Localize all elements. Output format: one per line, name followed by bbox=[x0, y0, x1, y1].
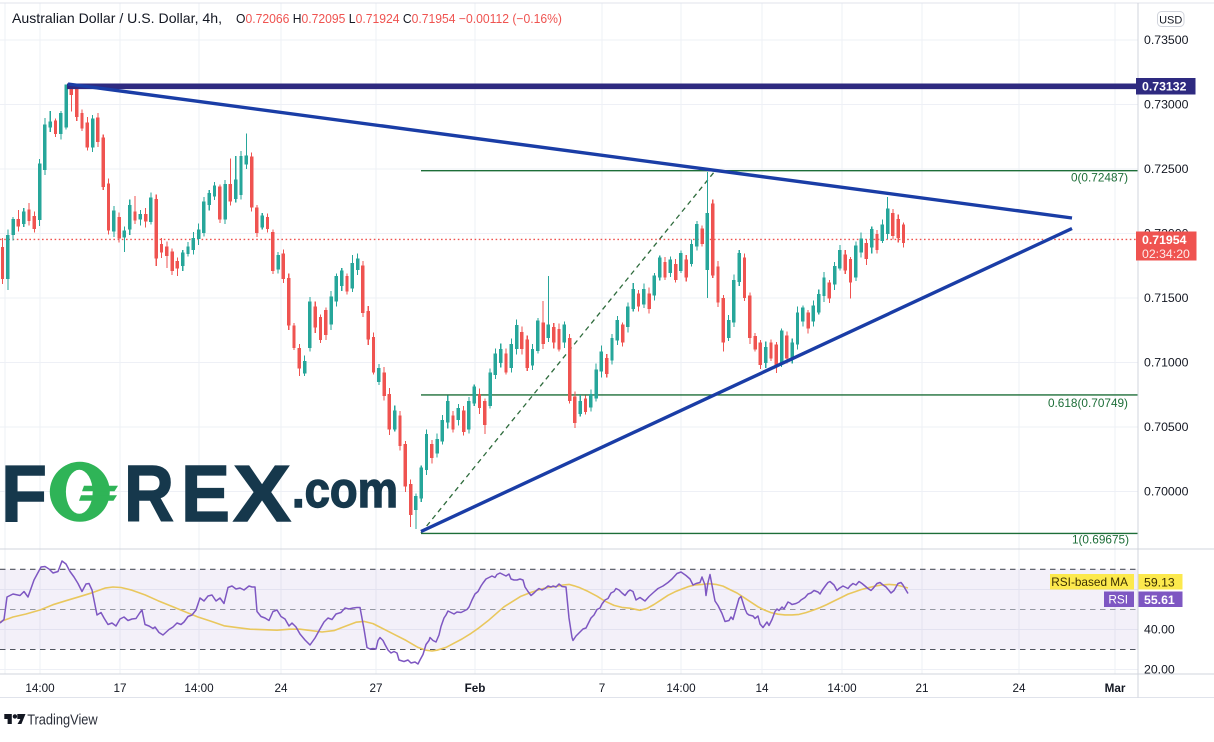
svg-text:0.70500: 0.70500 bbox=[1144, 420, 1189, 434]
svg-text:TradingView: TradingView bbox=[27, 712, 98, 729]
svg-text:17: 17 bbox=[113, 682, 126, 695]
svg-text:1(0.69675): 1(0.69675) bbox=[1072, 533, 1129, 547]
svg-text:14:00: 14:00 bbox=[666, 682, 696, 695]
svg-text:0.73132: 0.73132 bbox=[1142, 80, 1187, 94]
svg-text:0.71500: 0.71500 bbox=[1144, 291, 1189, 305]
svg-text:59.13: 59.13 bbox=[1144, 575, 1175, 589]
svg-text:.com: .com bbox=[292, 462, 398, 518]
svg-text:R: R bbox=[124, 449, 174, 538]
svg-text:0.73000: 0.73000 bbox=[1144, 98, 1189, 112]
svg-text:0.71954: 0.71954 bbox=[1142, 233, 1187, 247]
svg-text:24: 24 bbox=[1012, 682, 1026, 695]
svg-text:F: F bbox=[1, 449, 47, 538]
svg-text:Australian Dollar / U.S. Dolla: Australian Dollar / U.S. Dollar, 4h, bbox=[12, 10, 222, 26]
svg-text:14: 14 bbox=[755, 682, 769, 695]
svg-text:RSI: RSI bbox=[1108, 593, 1128, 607]
svg-text:0.72500: 0.72500 bbox=[1144, 162, 1189, 176]
svg-text:RSI-based MA: RSI-based MA bbox=[1051, 575, 1128, 589]
svg-text:USD: USD bbox=[1159, 14, 1182, 26]
svg-text:27: 27 bbox=[369, 682, 382, 695]
svg-text:14:00: 14:00 bbox=[827, 682, 857, 695]
svg-text:Mar: Mar bbox=[1105, 682, 1126, 695]
svg-text:40.00: 40.00 bbox=[1144, 623, 1175, 637]
svg-text:14:00: 14:00 bbox=[25, 682, 55, 695]
svg-text:0.71000: 0.71000 bbox=[1144, 356, 1189, 370]
svg-text:0.73500: 0.73500 bbox=[1144, 33, 1189, 47]
svg-text:E: E bbox=[181, 449, 230, 538]
svg-text:Feb: Feb bbox=[465, 682, 486, 695]
svg-text:X: X bbox=[233, 449, 291, 538]
svg-text:0.618(0.70749): 0.618(0.70749) bbox=[1048, 396, 1128, 410]
svg-text:20.00: 20.00 bbox=[1144, 663, 1175, 677]
svg-text:O0.72066 H0.72095 L0.71924: O0.72066 H0.72095 L0.71924 C0.71954 −0.0… bbox=[236, 11, 562, 26]
svg-text:7: 7 bbox=[599, 682, 606, 695]
svg-text:14:00: 14:00 bbox=[184, 682, 214, 695]
svg-text:02:34:20: 02:34:20 bbox=[1142, 247, 1190, 261]
svg-text:0.70000: 0.70000 bbox=[1144, 485, 1189, 499]
svg-text:55.61: 55.61 bbox=[1144, 593, 1175, 607]
svg-text:0(0.72487): 0(0.72487) bbox=[1071, 171, 1128, 185]
svg-text:21: 21 bbox=[915, 682, 928, 695]
svg-text:24: 24 bbox=[274, 682, 288, 695]
